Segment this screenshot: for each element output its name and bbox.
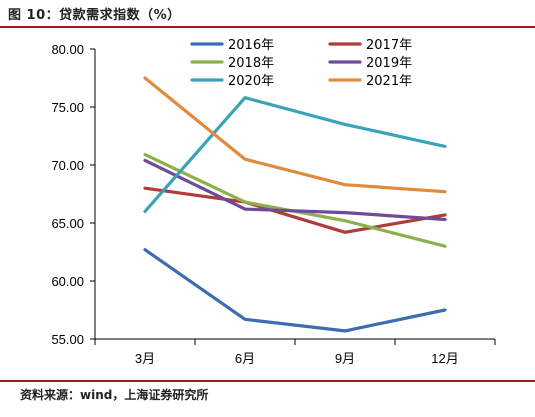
x-tick-label: 12月 (431, 351, 458, 366)
series-line-0 (143, 248, 447, 333)
y-tick-label: 70.00 (51, 158, 84, 173)
legend-label: 2021年 (366, 74, 412, 89)
series-line-3 (143, 158, 447, 222)
x-tick-label: 3月 (135, 351, 155, 366)
chart-axes: 55.00 60.00 65.00 70.00 75.00 80.00 3月 6月 9月 12月 (51, 42, 496, 366)
bottom-rule (0, 380, 535, 382)
chart-lines (143, 76, 447, 333)
legend-label: 2020年 (228, 74, 274, 89)
chart-legend: 2016年 2017年 2018年 2019年 2020年 2021年 (190, 38, 412, 89)
source-note: 资料来源：wind，上海证券研究所 (20, 388, 209, 402)
legend-label: 2016年 (228, 38, 274, 53)
y-tick-label: 60.00 (51, 274, 84, 289)
series-line-5 (143, 76, 447, 194)
x-tick-label: 6月 (235, 351, 255, 366)
legend-label: 2018年 (228, 56, 274, 71)
series-line-2 (143, 153, 447, 248)
x-tick-label: 9月 (335, 351, 355, 366)
top-rule (0, 26, 535, 28)
legend-label: 2017年 (366, 38, 412, 53)
y-tick-label: 55.00 (51, 332, 84, 347)
series-line-4 (143, 96, 447, 213)
y-tick-label: 65.00 (51, 216, 84, 231)
y-tick-label: 75.00 (51, 100, 84, 115)
series-line-1 (143, 186, 447, 234)
figure-title: 图 10：贷款需求指数（%） (8, 8, 181, 23)
legend-label: 2019年 (366, 56, 412, 71)
y-tick-label: 80.00 (51, 42, 84, 57)
